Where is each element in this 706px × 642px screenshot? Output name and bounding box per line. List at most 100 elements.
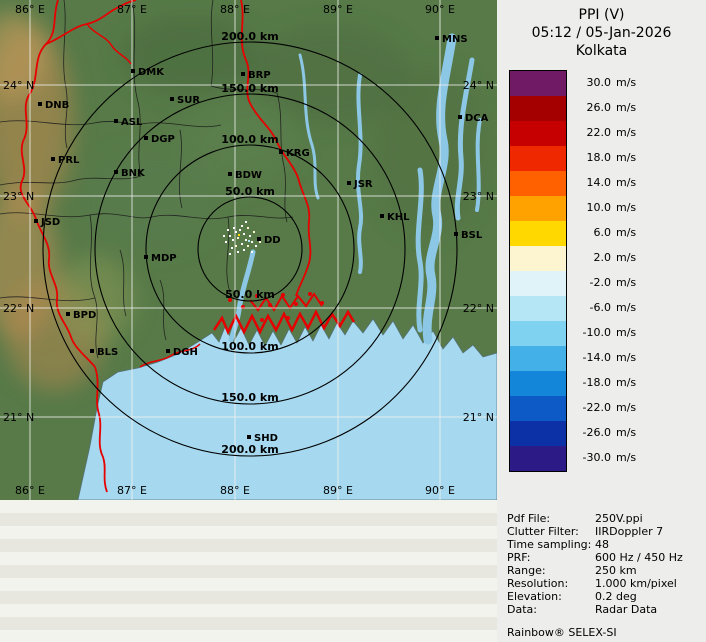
station-label: MDP [151,253,177,264]
station-marker [228,172,232,176]
legend-label: -6.0 m/s [589,301,637,314]
station-marker [114,119,118,123]
radar-map: 86° E 86° E 87° E 87° E 88° E 88° E 89° E 89° E… [0,0,498,501]
legend-label: 22.0 m/s [586,126,637,139]
station-label: BSL [461,230,483,241]
legend-label: 2.0 m/s [593,251,637,264]
info-table: Pdf File: 250V.ppi Clutter Filter: IIRDoppl… [507,512,706,616]
lon-label: 87° E [117,3,147,16]
station-label: KRG [286,148,310,159]
legend-label: -10.0 m/s [582,326,637,339]
lon-label: 90° E [425,3,455,16]
legend-label: -14.0 m/s [582,351,637,364]
legend-color-swatch [510,421,566,446]
info-row: Pdf File: 250V.ppi [507,512,643,525]
station-label: DMK [138,67,165,78]
station-marker [241,72,245,76]
range-ring [145,144,355,354]
radar-echo [239,229,241,231]
range-ring-label: 100.0 km [221,133,278,146]
legend-color-swatch [510,171,566,196]
legend-color-swatch [510,371,566,396]
radar-echo [243,233,245,235]
station-marker [51,157,55,161]
range-ring-label: 200.0 km [221,443,278,456]
range-ring [94,93,406,405]
station-label: BNK [121,168,146,179]
station-marker [114,170,118,174]
range-ring [197,196,303,302]
radar-echo [231,247,233,249]
station-label: MNS [442,34,468,45]
lon-label: 89° E [323,3,353,16]
station-marker [279,150,283,154]
station-label: DCA [465,113,489,124]
lat-label: 24° N [3,79,34,92]
station-marker [144,136,148,140]
legend-color-swatch [510,296,566,321]
radar-echo [241,225,243,227]
legend-label: 18.0 m/s [586,151,637,164]
legend-bar [509,70,567,472]
station-marker [144,255,148,259]
lat-label: 22° N [3,302,34,315]
station-label: JSR [353,179,373,190]
station-label: ASL [121,117,143,128]
legend-color-swatch [510,346,566,371]
lon-label: 86° E [15,3,45,16]
legend-label: 26.0 m/s [586,101,637,114]
range-ring-label: 50.0 km [225,288,275,301]
radar-echo [237,251,239,253]
software-brand: Rainbow® SELEX-SI [507,626,617,639]
info-row: Resolution: 1.000 km/pixel [507,577,677,590]
station-marker [66,312,70,316]
station-marker [435,36,439,40]
radar-echo [235,245,237,247]
station-marker [170,97,174,101]
legend-color-swatch [510,146,566,171]
legend-label: 14.0 m/s [586,176,637,189]
station-label: BDW [235,170,262,181]
radar-echo [235,231,237,233]
lon-label: 87° E [117,484,147,497]
legend-label: 30.0 m/s [586,76,637,89]
info-row: Elevation: 0.2 deg [507,590,637,603]
legend-label: -22.0 m/s [582,401,637,414]
velocity-legend: 30.0 m/s 26.0 m/s 22.0 m/s 18.0 m/s 14.0 m/s 10.0 m… [509,70,706,472]
station-label: DGP [151,134,175,145]
legend-label: 10.0 m/s [586,201,637,214]
radar-echo [229,235,231,237]
range-rings-layer: 50.0 km 50.0 km 100.0 km 100.0 km 150.0 km 15… [42,30,458,457]
range-ring-label: 150.0 km [221,82,278,95]
station-label: DD [264,235,281,246]
bottom-left-panel [0,500,497,642]
info-row: Range: 250 km [507,564,637,577]
legend-label: -30.0 m/s [582,451,637,464]
scan-datetime: 05:12 / 05-Jan-2026 [531,25,672,41]
station-label: BLS [97,347,118,358]
radar-echo [251,241,253,243]
station-label: KHL [387,212,410,223]
radar-echo [232,239,234,241]
station-label: JSD [40,217,60,228]
station-marker [380,214,384,218]
legend-color-swatch [510,396,566,421]
radar-echo [245,239,247,241]
station-marker [38,102,42,106]
station-marker [347,181,351,185]
echo-layer [223,221,261,255]
station-label: BRP [248,70,271,81]
radar-echo [227,229,229,231]
legend-color-swatch [510,271,566,296]
lat-label: 21° N [463,411,494,424]
product-title: PPI (V) [578,7,625,23]
station-marker [131,69,135,73]
radar-echo [225,241,227,243]
station-marker [454,232,458,236]
legend-label: -18.0 m/s [582,376,637,389]
legend-color-swatch [510,96,566,121]
terrain-layer [0,10,485,390]
station-marker [34,219,38,223]
range-ring-label: 100.0 km [221,340,278,353]
station-label: BPD [73,310,96,321]
